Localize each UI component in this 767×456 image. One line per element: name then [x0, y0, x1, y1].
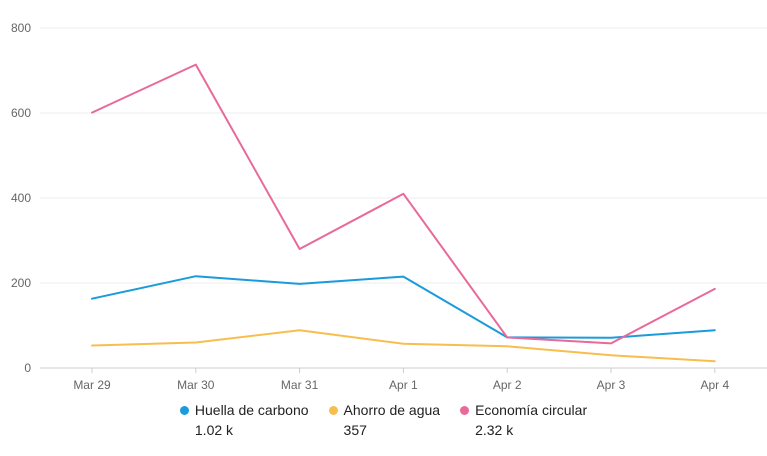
x-tick-label: Apr 3	[597, 378, 626, 392]
x-tick-label: Mar 30	[177, 378, 215, 392]
legend-item-huella-de-carbono[interactable]: Huella de carbono 1.02 k	[179, 402, 309, 438]
y-tick-label: 800	[11, 21, 31, 35]
legend-total: 357	[343, 422, 367, 438]
legend-label: Huella de carbono	[194, 402, 309, 418]
legend-total: 2.32 k	[475, 422, 514, 438]
x-tick-label: Mar 31	[281, 378, 319, 392]
y-tick-label: 600	[11, 106, 31, 120]
y-tick-label: 200	[11, 276, 31, 290]
series-lines	[91, 63, 716, 363]
y-tick-label: 0	[24, 361, 31, 375]
legend: Huella de carbono 1.02 k Ahorro de agua …	[0, 402, 767, 438]
legend-total: 1.02 k	[194, 422, 234, 438]
x-tick-label: Apr 2	[493, 378, 522, 392]
y-tick-label: 400	[11, 191, 31, 205]
legend-item-ahorro-de-agua[interactable]: Ahorro de agua 357	[328, 402, 441, 438]
series-line-economia-circular[interactable]	[91, 63, 716, 345]
legend-dot-icon	[460, 405, 470, 415]
x-tick-label: Apr 1	[389, 378, 418, 392]
x-tick-label: Mar 29	[73, 378, 111, 392]
legend-label: Ahorro de agua	[343, 402, 441, 418]
gridlines	[40, 27, 767, 284]
legend-dot-icon	[328, 405, 338, 415]
series-line-huella-de-carbono[interactable]	[91, 275, 716, 339]
legend-item-economia-circular[interactable]: Economía circular 2.32 k	[460, 402, 587, 438]
x-tick-label: Apr 4	[700, 378, 729, 392]
legend-label: Economía circular	[475, 402, 588, 418]
series-line-ahorro-de-agua[interactable]	[91, 329, 716, 363]
axes: 0 200 400 600 800 Mar 29 Mar 30 Mar 31 Apr 1 Apr …	[11, 21, 767, 392]
legend-dot-icon	[179, 405, 189, 415]
